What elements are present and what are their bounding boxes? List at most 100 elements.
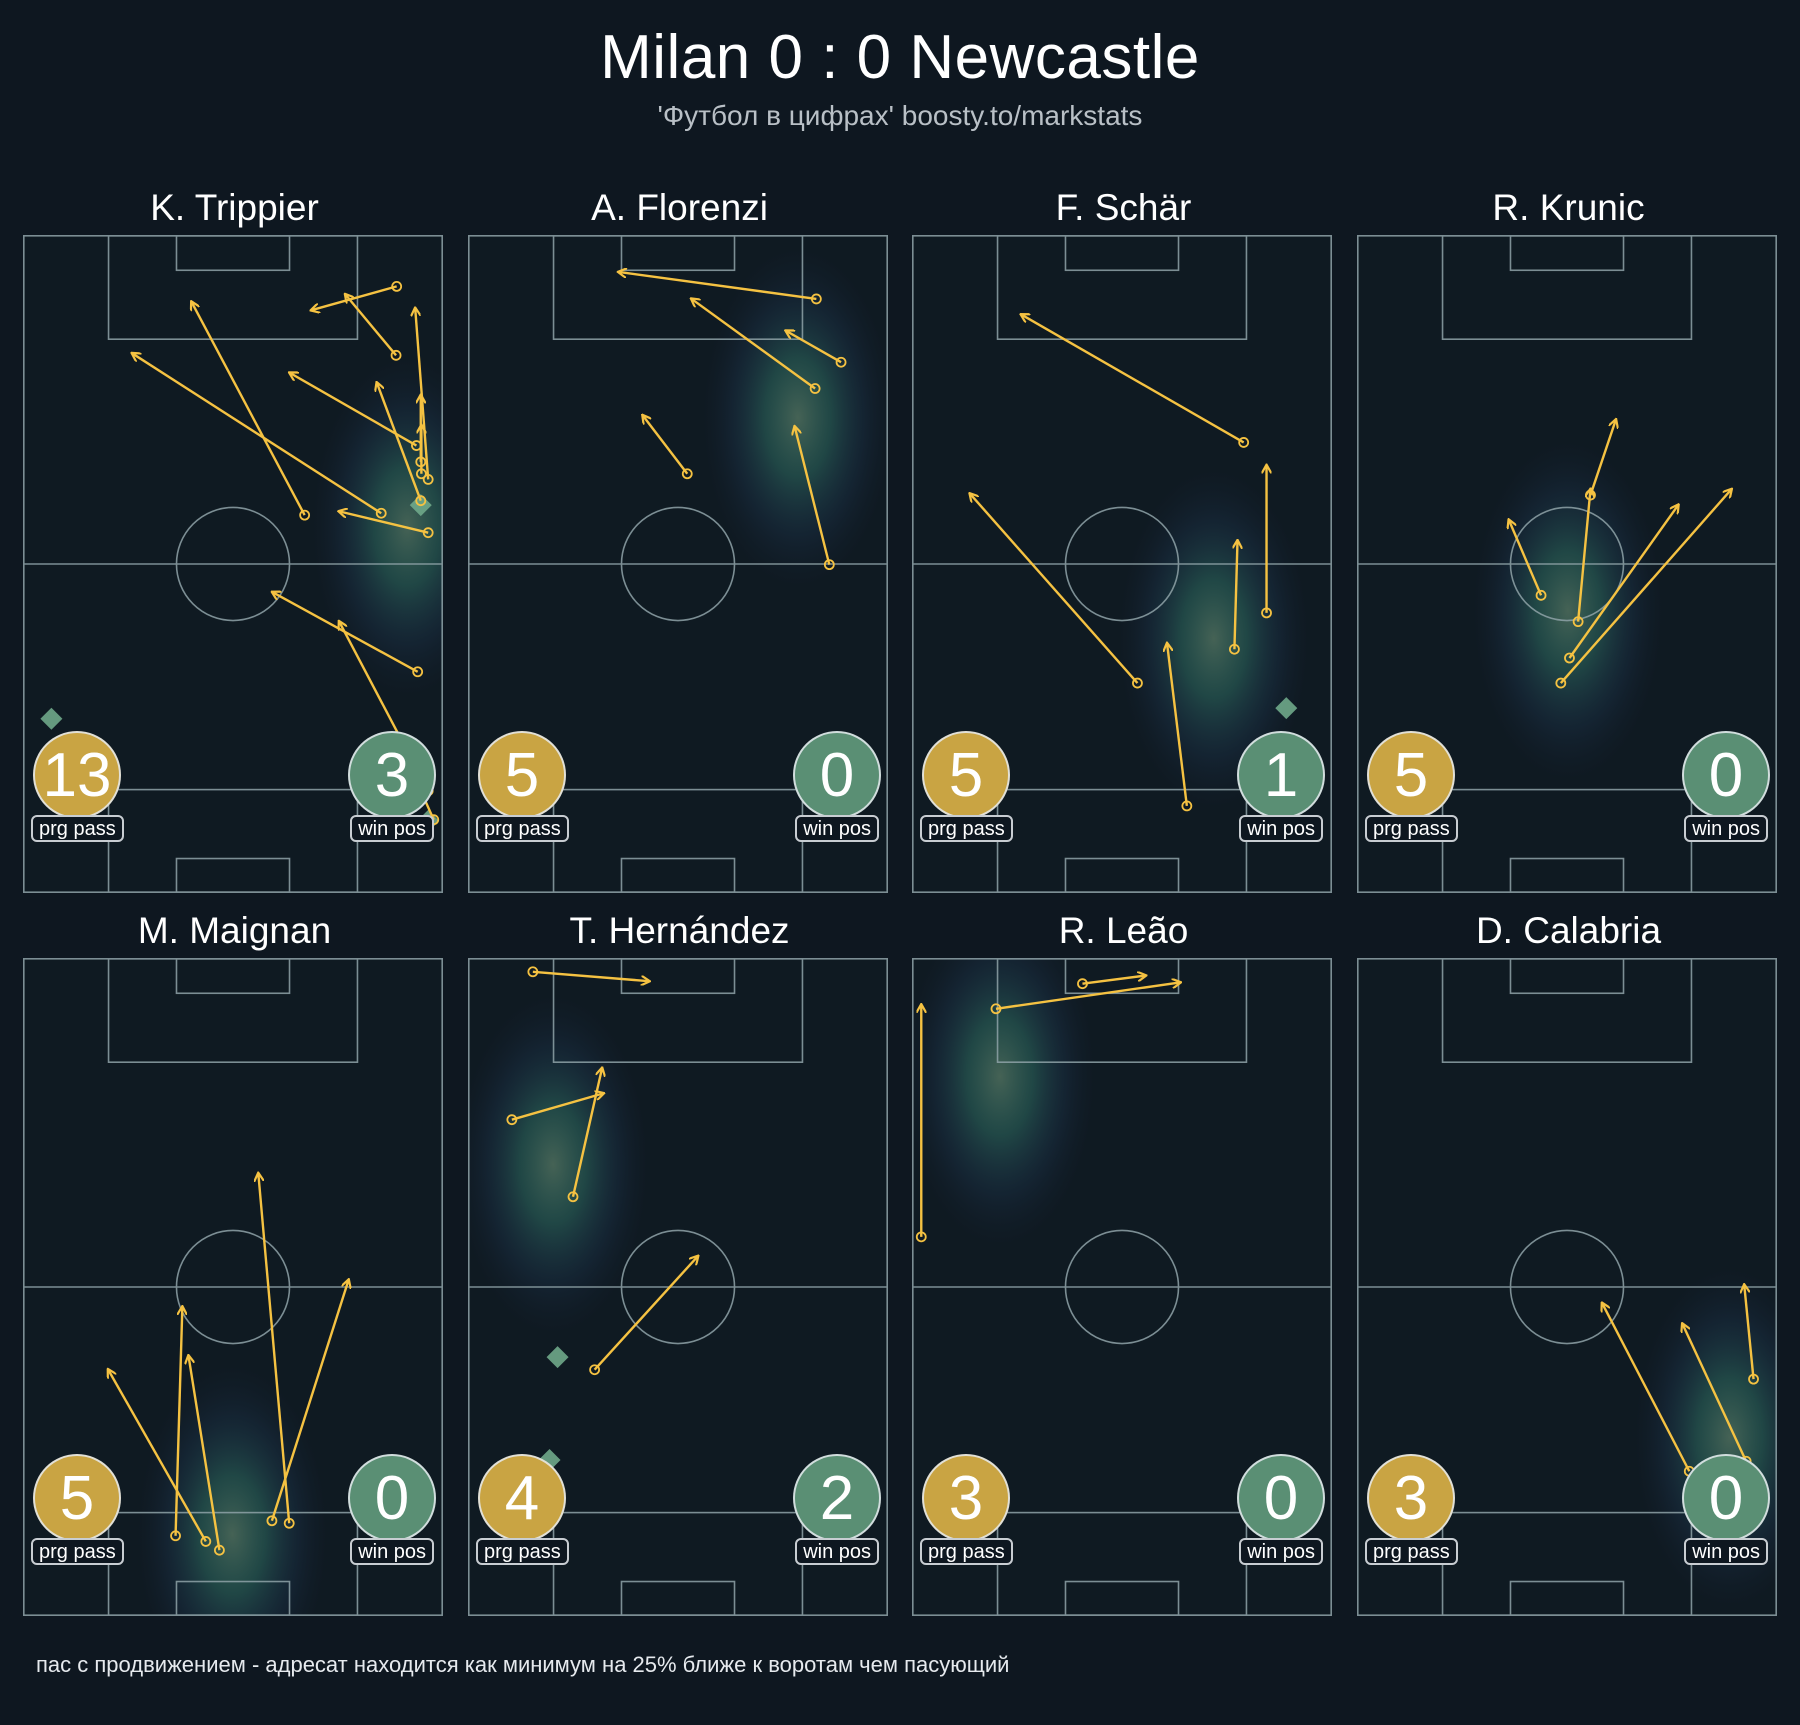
progressive-pass-arrow xyxy=(1568,505,1678,659)
prg-pass-count: 13 xyxy=(33,731,121,819)
pass-origin-point xyxy=(390,349,402,361)
pass-origin-point xyxy=(415,468,427,480)
pass-origin-point xyxy=(415,495,427,507)
win-position-marker xyxy=(1275,697,1298,720)
win-pos-count: 2 xyxy=(793,1454,881,1542)
pass-origin-point xyxy=(1564,652,1575,664)
pass-origin-point xyxy=(506,1114,518,1126)
pass-origin-point xyxy=(1181,800,1193,812)
progressive-pass-arrow xyxy=(532,970,649,981)
win-pos-count: 1 xyxy=(1237,731,1325,819)
prg-pass-count: 3 xyxy=(1367,1454,1455,1542)
pass-origin-point xyxy=(1238,437,1250,448)
pass-origin-point xyxy=(1535,589,1547,601)
player-name: A. Florenzi xyxy=(591,187,768,228)
player-panel: R. Krunic 5 0 prg pass win pos xyxy=(1357,187,1780,907)
pass-origin-point xyxy=(823,559,835,571)
progressive-pass-arrow xyxy=(1744,1285,1755,1380)
progressive-pass-arrow xyxy=(1576,489,1590,622)
progressive-pass-arrow xyxy=(270,1280,349,1522)
pass-origin-point xyxy=(527,966,539,978)
progressive-pass-arrow xyxy=(619,272,817,301)
progressive-pass-arrow xyxy=(1167,644,1189,807)
win-pos-label: win pos xyxy=(350,1538,434,1565)
progressive-pass-arrow xyxy=(174,1307,183,1536)
progressive-pass-arrow xyxy=(643,415,689,475)
progressive-pass-arrow xyxy=(132,353,382,515)
prg-pass-label: prg pass xyxy=(31,815,124,842)
win-pos-label: win pos xyxy=(1239,1538,1323,1565)
progressive-pass-arrow xyxy=(995,982,1180,1010)
pass-origin-point xyxy=(1229,643,1240,655)
pass-origin-point xyxy=(299,509,311,521)
progressive-pass-arrow xyxy=(1559,489,1731,684)
chart-title: Milan 0 : 0 Newcastle xyxy=(600,23,1200,92)
prg-pass-count: 3 xyxy=(922,1454,1010,1542)
win-pos-count: 0 xyxy=(1682,731,1770,819)
pitch-markings xyxy=(23,958,443,1616)
win-position-marker xyxy=(546,1346,569,1369)
progressive-pass-arrow xyxy=(1589,420,1615,496)
progressive-pass-arrow xyxy=(192,302,306,516)
progressive-pass-arrow xyxy=(339,511,429,534)
pass-origin-point xyxy=(1555,677,1567,689)
pitch-markings xyxy=(1357,235,1777,893)
win-pos-label: win pos xyxy=(1684,815,1768,842)
player-name: K. Trippier xyxy=(150,187,319,228)
win-pos-count: 0 xyxy=(793,731,881,819)
density-heat xyxy=(1118,468,1309,809)
pass-origin-point xyxy=(1748,1373,1759,1385)
win-pos-label: win pos xyxy=(1684,1538,1768,1565)
density-heat xyxy=(702,247,888,588)
progressive-pass-arrow xyxy=(970,494,1139,684)
prg-pass-label: prg pass xyxy=(476,1538,569,1565)
progressive-pass-arrow xyxy=(189,1356,221,1551)
density-heat xyxy=(1472,440,1663,781)
pass-origin-point xyxy=(990,1003,1002,1015)
progressive-pass-arrow xyxy=(786,331,842,364)
player-panel: D. Calabria 3 0 prg pass win pos xyxy=(1357,910,1780,1630)
player-panel: M. Maignan 5 0 prg pass win pos xyxy=(23,910,446,1630)
chart-subtitle: 'Футбол в цифрах' boosty.to/markstats xyxy=(657,100,1143,131)
pass-origin-point xyxy=(835,356,847,368)
pass-origin-point xyxy=(266,1515,278,1527)
player-name: R. Leão xyxy=(1058,910,1189,951)
win-pos-label: win pos xyxy=(795,815,879,842)
footnote: пас с продвижением - адресат находится к… xyxy=(36,1652,1010,1677)
prg-pass-label: prg pass xyxy=(920,815,1013,842)
pass-origin-point xyxy=(681,468,693,480)
density-heat xyxy=(912,958,1095,1247)
prg-pass-label: prg pass xyxy=(31,1538,124,1565)
pass-origin-point xyxy=(1077,978,1088,990)
player-panel: K. Trippier 13 3 prg pass win pos xyxy=(23,187,446,907)
win-pos-label: win pos xyxy=(1239,815,1323,842)
progressive-pass-arrow xyxy=(511,1093,603,1121)
prg-pass-label: prg pass xyxy=(476,815,569,842)
progressive-pass-arrow xyxy=(1082,976,1145,985)
progressive-pass-arrow xyxy=(258,1174,291,1524)
density-heat xyxy=(468,994,649,1335)
progressive-pass-arrow xyxy=(1602,1303,1691,1472)
pass-origin-point xyxy=(170,1530,181,1542)
progressive-pass-arrow xyxy=(1683,1324,1748,1462)
prg-pass-label: prg pass xyxy=(920,1538,1013,1565)
progressive-pass-arrow xyxy=(692,299,816,390)
pass-origin-point xyxy=(412,666,424,678)
win-pos-count: 0 xyxy=(1237,1454,1325,1542)
progressive-pass-arrow xyxy=(795,427,831,565)
win-pos-count: 0 xyxy=(348,1454,436,1542)
pass-origin-point xyxy=(375,507,387,519)
player-name: R. Krunic xyxy=(1492,187,1645,228)
win-pos-label: win pos xyxy=(795,1538,879,1565)
pass-origin-point xyxy=(915,1231,927,1243)
pass-origin-point xyxy=(1585,489,1596,501)
pass-origin-point xyxy=(810,293,822,305)
prg-pass-label: prg pass xyxy=(1365,1538,1458,1565)
pass-origin-point xyxy=(1132,677,1143,689)
pass-origin-point xyxy=(283,1517,295,1529)
pass-origin-point xyxy=(214,1544,225,1556)
pass-origin-point xyxy=(422,527,434,539)
win-pos-count: 0 xyxy=(1682,1454,1770,1542)
player-name: M. Maignan xyxy=(137,910,332,951)
prg-pass-label: prg pass xyxy=(1365,815,1458,842)
